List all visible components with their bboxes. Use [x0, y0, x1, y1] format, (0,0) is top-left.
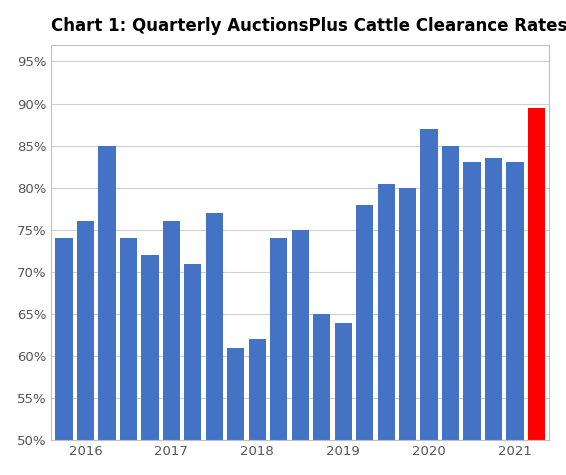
Bar	[356, 205, 373, 475]
Bar	[227, 348, 245, 475]
Bar	[485, 158, 502, 475]
Bar	[270, 238, 288, 475]
Bar	[55, 238, 72, 475]
Bar	[248, 339, 266, 475]
Bar	[142, 255, 158, 475]
Bar	[507, 162, 524, 475]
Bar	[464, 162, 481, 475]
Bar	[528, 108, 545, 475]
Bar	[185, 264, 201, 475]
Bar	[399, 188, 416, 475]
Bar	[120, 238, 137, 475]
Bar	[163, 221, 180, 475]
Bar	[313, 314, 331, 475]
Bar	[98, 146, 115, 475]
Bar	[378, 183, 395, 475]
Bar	[206, 213, 223, 475]
Bar	[335, 323, 352, 475]
Bar	[442, 146, 459, 475]
Bar	[421, 129, 438, 475]
Bar	[291, 230, 309, 475]
Text: Chart 1: Quarterly AuctionsPlus Cattle Clearance Rates: Chart 1: Quarterly AuctionsPlus Cattle C…	[51, 17, 566, 35]
Bar	[77, 221, 94, 475]
